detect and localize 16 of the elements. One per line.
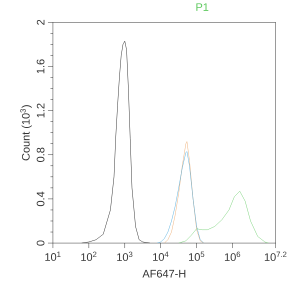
y-tick-label: 0 bbox=[36, 240, 45, 246]
x-axis-title: AF647-H bbox=[142, 270, 186, 278]
x-tick-label: 10$^{1}$ bbox=[45, 252, 61, 261]
y-tick-label: 2 bbox=[36, 20, 45, 25]
y-tick-label: 0.4 bbox=[36, 192, 45, 206]
y-tick-label: 1.6 bbox=[36, 59, 45, 74]
x-tick-label: 10$^{6}$ bbox=[225, 252, 240, 261]
y-tick-label: 1.2 bbox=[36, 104, 45, 118]
x-tick-label: 10$^{4}$ bbox=[153, 252, 169, 261]
x-tick-label: 10$^{5}$ bbox=[189, 252, 204, 261]
chart-title: P1 bbox=[196, 3, 209, 11]
y-axis-title: Count (10$^{3}$) bbox=[20, 105, 32, 160]
x-tick-label: 10$^{7.2}$ bbox=[265, 252, 287, 261]
x-tick-label: 10$^{2}$ bbox=[81, 252, 97, 261]
y-tick-label: 0.8 bbox=[36, 148, 45, 162]
x-tick-label: 10$^{3}$ bbox=[117, 252, 133, 261]
